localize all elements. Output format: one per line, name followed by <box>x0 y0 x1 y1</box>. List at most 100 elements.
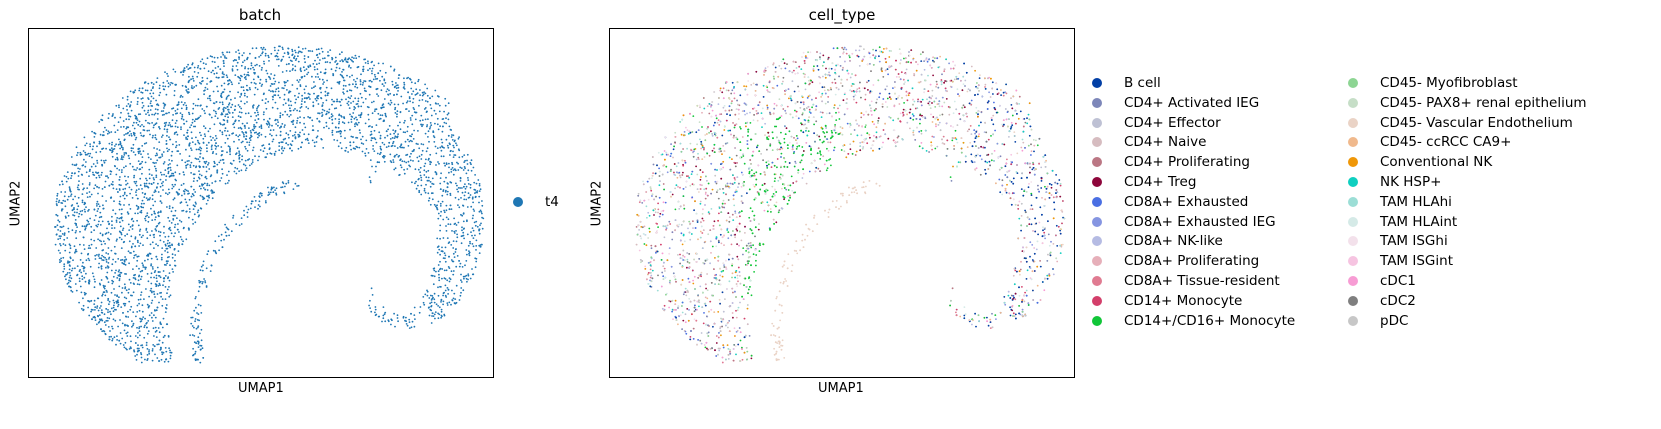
scatter-point <box>242 61 244 64</box>
scatter-point <box>318 78 321 81</box>
scatter-point <box>111 143 113 146</box>
scatter-point <box>75 250 78 253</box>
scatter-point <box>148 350 150 353</box>
scatter-point <box>96 145 98 148</box>
scatter-point <box>427 118 429 120</box>
scatter-point <box>121 258 124 261</box>
scatter-point <box>288 136 290 139</box>
scatter-point <box>214 139 216 141</box>
scatter-point <box>125 332 128 335</box>
scatter-point <box>240 223 243 225</box>
scatter-point <box>474 189 477 191</box>
scatter-point <box>472 166 475 169</box>
scatter-point <box>208 184 211 187</box>
scatter-point <box>442 218 445 221</box>
scatter-point <box>103 159 105 162</box>
scatter-point <box>120 171 123 174</box>
scatter-point <box>457 198 460 201</box>
scatter-point <box>254 86 257 89</box>
scatter-point <box>126 335 129 337</box>
scatter-point <box>152 181 155 184</box>
scatter-point <box>98 174 100 177</box>
scatter-point <box>107 237 109 240</box>
scatter-point <box>445 225 447 227</box>
scatter-point <box>272 129 275 131</box>
scatter-point <box>199 194 202 197</box>
scatter-point <box>428 127 431 130</box>
scatter-point <box>444 104 447 107</box>
scatter-point <box>474 266 477 269</box>
scatter-point <box>433 136 436 139</box>
scatter-point <box>128 157 131 160</box>
scatter-point <box>374 170 377 173</box>
scatter-point <box>162 85 165 87</box>
scatter-point <box>455 182 457 185</box>
scatter-point <box>467 274 470 277</box>
scatter-point <box>87 257 90 260</box>
scatter-point <box>172 172 175 175</box>
scatter-point <box>266 153 269 155</box>
scatter-point <box>67 177 70 180</box>
scatter-point <box>344 150 347 152</box>
scatter-point <box>281 146 284 148</box>
scatter-point <box>426 110 428 113</box>
scatter-point <box>70 193 73 196</box>
scatter-point <box>60 202 63 204</box>
scatter-point <box>417 80 419 83</box>
scatter-point <box>309 50 311 52</box>
scatter-point <box>112 306 115 309</box>
scatter-point <box>280 147 283 150</box>
scatter-point <box>194 143 197 146</box>
scatter-point <box>272 191 275 194</box>
scatter-point <box>157 191 160 193</box>
scatter-point <box>124 341 127 344</box>
scatter-point <box>165 93 168 96</box>
scatter-point <box>422 123 424 126</box>
scatter-point <box>180 117 183 120</box>
scatter-point <box>168 122 171 124</box>
scatter-point <box>420 114 423 117</box>
scatter-point <box>249 139 252 141</box>
scatter-point <box>187 91 190 93</box>
scatter-point <box>113 336 116 339</box>
scatter-point <box>407 76 409 79</box>
scatter-point <box>359 79 362 81</box>
scatter-point <box>114 261 117 263</box>
scatter-point <box>316 135 319 138</box>
scatter-point <box>437 270 440 273</box>
scatter-point <box>188 113 191 116</box>
scatter-point <box>260 133 263 136</box>
scatter-point <box>154 108 157 110</box>
scatter-point <box>158 360 160 362</box>
scatter-point <box>213 123 216 126</box>
scatter-point <box>105 308 108 310</box>
scatter-point <box>169 294 172 297</box>
scatter-point <box>126 95 129 98</box>
scatter-point <box>325 121 328 124</box>
scatter-point <box>277 90 280 93</box>
scatter-point <box>420 143 423 145</box>
scatter-point <box>281 71 284 73</box>
scatter-point <box>452 273 455 276</box>
scatter-point <box>77 184 80 187</box>
scatter-point <box>145 182 148 185</box>
scatter-point <box>98 320 101 323</box>
scatter-point <box>76 186 79 189</box>
scatter-point <box>102 207 105 210</box>
scatter-point <box>190 124 193 126</box>
scatter-point <box>176 126 179 129</box>
scatter-point <box>340 98 343 101</box>
scatter-point <box>113 304 115 307</box>
scatter-point <box>239 116 242 118</box>
scatter-point <box>130 235 133 238</box>
scatter-point <box>63 175 66 177</box>
scatter-point <box>157 211 160 214</box>
scatter-point <box>419 166 422 169</box>
scatter-point <box>192 80 195 82</box>
scatter-point <box>420 158 423 160</box>
scatter-point <box>134 89 137 92</box>
scatter-point <box>314 76 317 78</box>
scatter-point <box>307 50 310 52</box>
scatter-point <box>196 104 199 107</box>
scatter-point <box>141 156 144 158</box>
